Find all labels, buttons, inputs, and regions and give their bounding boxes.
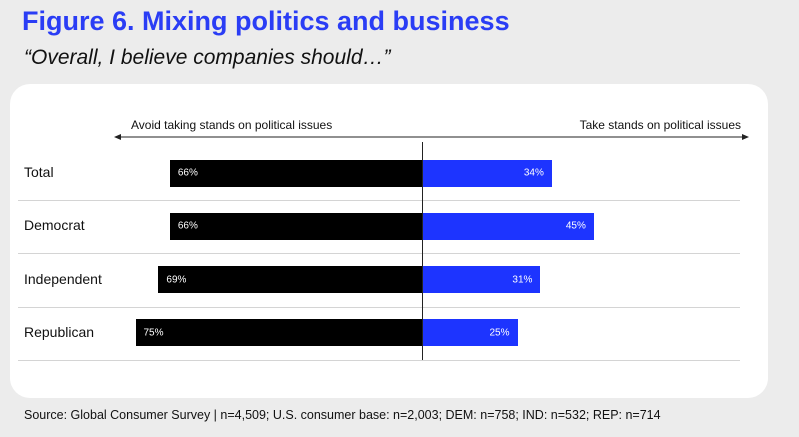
figure-subtitle: “Overall, I believe companies should…” xyxy=(24,46,391,69)
bar-take-label-independent: 31% xyxy=(512,274,533,286)
category-label-total: Total xyxy=(24,164,54,180)
bar-take-label-republican: 25% xyxy=(489,327,510,339)
right-arrow-head xyxy=(742,134,749,140)
bar-avoid-total: 66% xyxy=(169,159,422,187)
row-divider xyxy=(18,200,740,201)
left-arrow-head xyxy=(114,134,121,140)
bar-avoid-republican: 75% xyxy=(135,319,422,347)
bar-take-label-democrat: 45% xyxy=(565,220,586,232)
center-axis-line xyxy=(422,142,423,360)
bar-avoid-democrat: 66% xyxy=(169,212,422,240)
row-divider xyxy=(18,306,740,308)
figure-title: Figure 6. Mixing politics and business xyxy=(22,6,510,36)
source-note: Source: Global Consumer Survey | n=4,509… xyxy=(24,408,661,422)
bar-take-republican: 25% xyxy=(422,319,518,347)
take-axis-label: Take stands on political issues xyxy=(579,118,741,132)
bar-take-label-total: 34% xyxy=(523,167,544,179)
bar-avoid-independent: 69% xyxy=(158,266,422,294)
row-divider xyxy=(18,359,740,361)
bar-avoid-label-total: 66% xyxy=(177,167,198,179)
bar-take-independent: 31% xyxy=(422,266,541,294)
bar-take-total: 34% xyxy=(422,159,552,187)
bar-take-democrat: 45% xyxy=(422,212,594,240)
category-label-independent: Independent xyxy=(24,270,102,287)
category-label-democrat: Democrat xyxy=(24,217,85,234)
bar-avoid-label-democrat: 66% xyxy=(177,220,198,232)
bar-avoid-label-republican: 75% xyxy=(143,327,164,339)
category-label-republican: Republican xyxy=(24,323,95,340)
avoid-axis-label: Avoid taking stands on political issues xyxy=(131,118,333,132)
row-divider xyxy=(18,253,740,255)
bar-avoid-label-independent: 69% xyxy=(166,274,187,286)
